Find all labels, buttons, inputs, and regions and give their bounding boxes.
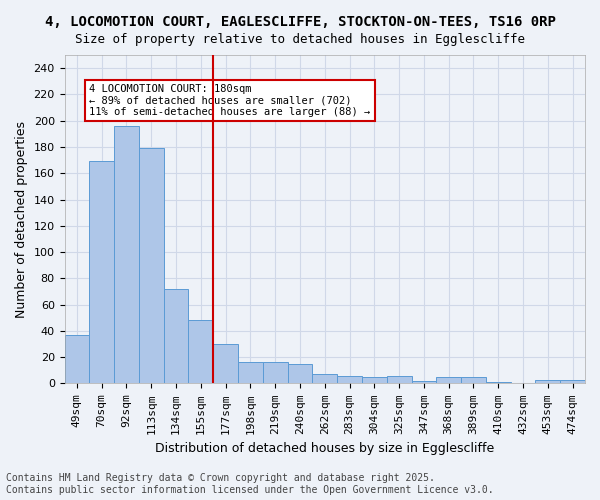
Bar — [535, 380, 560, 384]
Bar — [412, 381, 436, 384]
Bar — [436, 377, 461, 384]
Bar — [486, 382, 511, 384]
Bar — [313, 374, 337, 384]
Bar — [337, 376, 362, 384]
Y-axis label: Number of detached properties: Number of detached properties — [15, 120, 28, 318]
Bar — [114, 126, 139, 384]
Bar — [387, 376, 412, 384]
Text: Contains HM Land Registry data © Crown copyright and database right 2025.
Contai: Contains HM Land Registry data © Crown c… — [6, 474, 494, 495]
Text: 4 LOCOMOTION COURT: 180sqm
← 89% of detached houses are smaller (702)
11% of sem: 4 LOCOMOTION COURT: 180sqm ← 89% of deta… — [89, 84, 371, 117]
Bar — [213, 344, 238, 384]
Bar — [362, 377, 387, 384]
Bar — [65, 335, 89, 384]
X-axis label: Distribution of detached houses by size in Egglescliffe: Distribution of detached houses by size … — [155, 442, 494, 455]
Bar — [188, 320, 213, 384]
Text: Size of property relative to detached houses in Egglescliffe: Size of property relative to detached ho… — [75, 32, 525, 46]
Text: 4, LOCOMOTION COURT, EAGLESCLIFFE, STOCKTON-ON-TEES, TS16 0RP: 4, LOCOMOTION COURT, EAGLESCLIFFE, STOCK… — [44, 15, 556, 29]
Bar — [560, 380, 585, 384]
Bar — [263, 362, 287, 384]
Bar — [287, 364, 313, 384]
Bar — [139, 148, 164, 384]
Bar — [89, 162, 114, 384]
Bar — [164, 289, 188, 384]
Bar — [238, 362, 263, 384]
Bar — [461, 377, 486, 384]
